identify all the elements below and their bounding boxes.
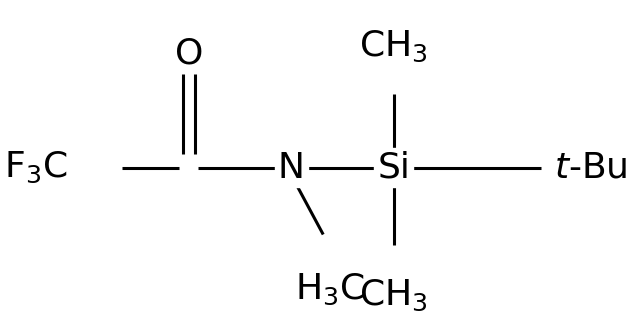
- Text: Si: Si: [377, 150, 410, 185]
- Text: O: O: [175, 37, 203, 71]
- Text: CH$_3$: CH$_3$: [359, 28, 428, 64]
- Text: H$_3$C: H$_3$C: [294, 271, 365, 307]
- Text: $\mathit{t}$-Bu: $\mathit{t}$-Bu: [554, 150, 627, 185]
- Text: N: N: [278, 150, 305, 185]
- Text: F$_3$C: F$_3$C: [4, 150, 67, 185]
- Text: CH$_3$: CH$_3$: [359, 278, 428, 313]
